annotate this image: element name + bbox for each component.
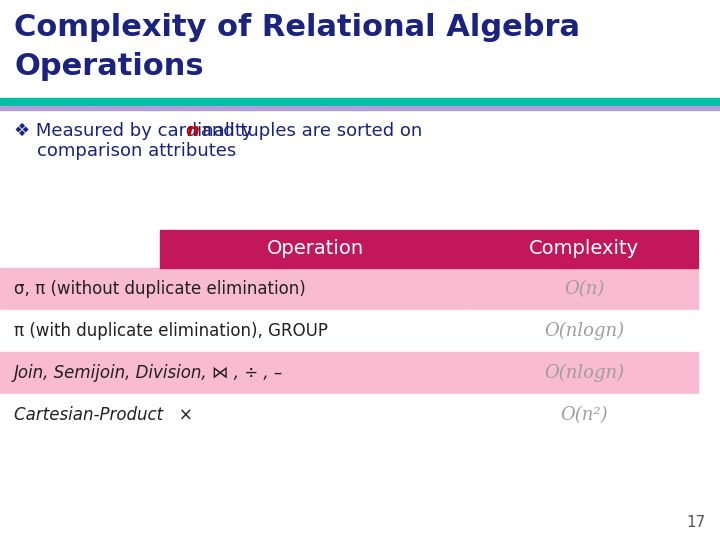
Bar (470, 268, 698, 310)
Bar (0, 98, 720, 106)
Text: comparison attributes: comparison attributes (14, 142, 236, 160)
Bar (160, 230, 470, 268)
Text: Complexity of Relational Algebra: Complexity of Relational Algebra (14, 13, 580, 42)
Bar (470, 230, 698, 268)
Text: Complexity: Complexity (529, 240, 639, 259)
Text: O(n): O(n) (564, 280, 604, 298)
Bar (0, 268, 470, 310)
Text: Cartesian-Product   ×: Cartesian-Product × (14, 406, 193, 424)
Text: Operation: Operation (266, 240, 364, 259)
Bar (470, 310, 698, 352)
Text: Operations: Operations (14, 52, 204, 81)
Text: Join, Semijoin, Division, ⋈ , ÷ , –: Join, Semijoin, Division, ⋈ , ÷ , – (14, 364, 283, 382)
Bar (0, 352, 470, 394)
Text: O(nlogn): O(nlogn) (544, 364, 624, 382)
Bar (0, 310, 470, 352)
Bar (0, 394, 470, 436)
Text: ❖ Measured by cardinality: ❖ Measured by cardinality (14, 122, 258, 140)
Text: σ, π (without duplicate elimination): σ, π (without duplicate elimination) (14, 280, 306, 298)
Bar (470, 394, 698, 436)
Bar (0, 106, 720, 110)
Text: π (with duplicate elimination), GROUP: π (with duplicate elimination), GROUP (14, 322, 328, 340)
Bar (470, 352, 698, 394)
Text: O(n²): O(n²) (560, 406, 608, 424)
Text: O(nlogn): O(nlogn) (544, 322, 624, 340)
Text: n: n (186, 122, 199, 140)
Text: 17: 17 (687, 515, 706, 530)
Text: and tuples are sorted on: and tuples are sorted on (195, 122, 423, 140)
